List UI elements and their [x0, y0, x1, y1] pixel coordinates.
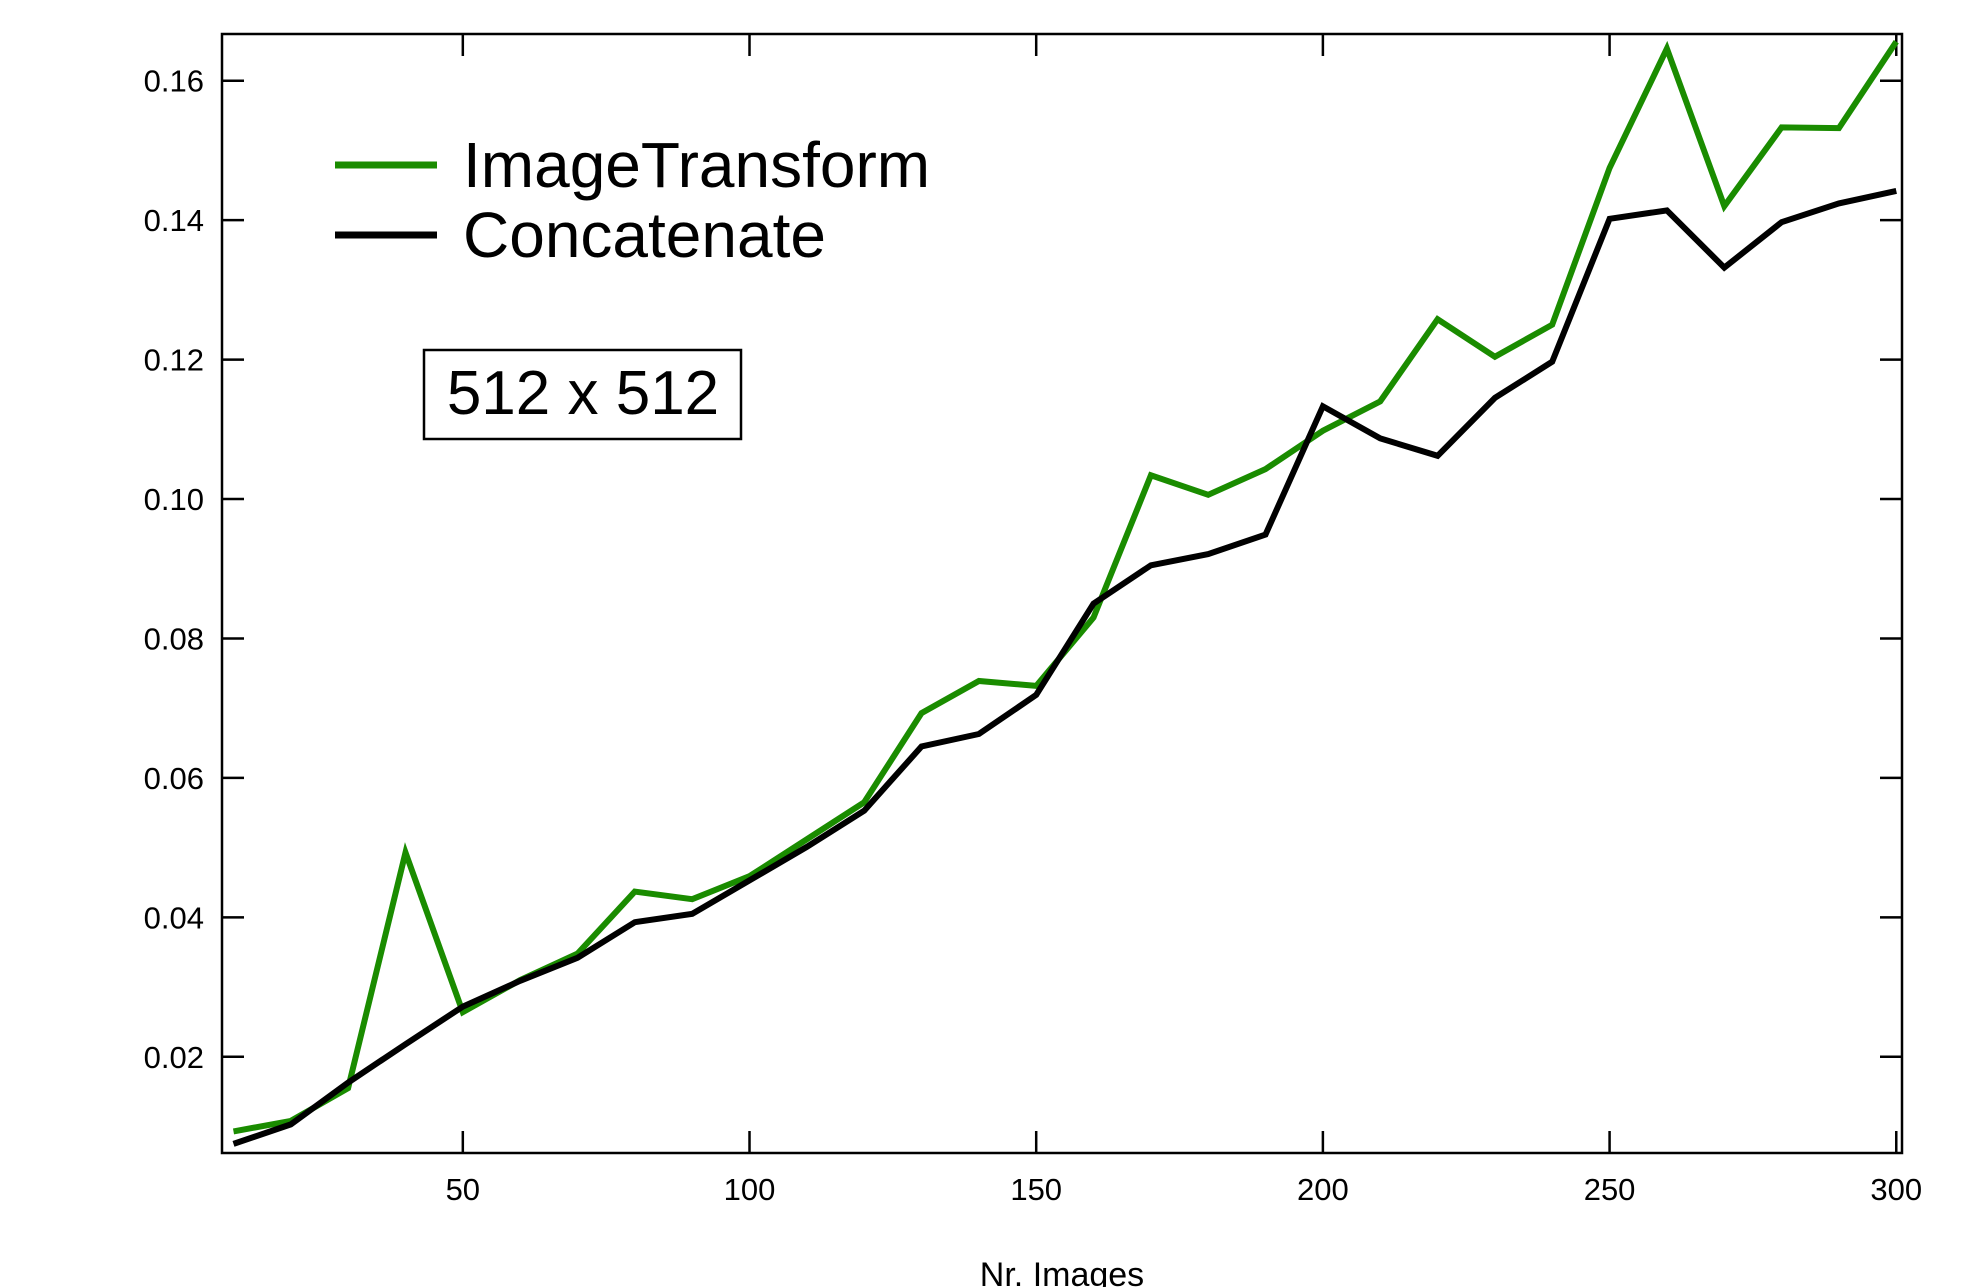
annotation-box	[422, 348, 743, 441]
y-tick-labels: 0.02 0.04 0.06 0.08 0.10 0.12 0.14 0.16	[144, 64, 204, 1075]
legend-label: ImageTransform	[463, 129, 930, 201]
x-axis-title: Nr. Images	[980, 1256, 1144, 1287]
size-annotation: 512 x 512	[422, 348, 743, 441]
plot-frame	[220, 32, 1904, 1155]
series-line-concatenate	[232, 187, 1897, 1147]
x-tick-label: 250	[1584, 1172, 1636, 1207]
x-tick-label: 150	[1010, 1172, 1062, 1207]
y-tick-label: 0.04	[144, 900, 204, 935]
y-tick-label: 0.12	[144, 343, 204, 378]
axis-ticks	[222, 34, 1902, 1153]
annotation-text: 512 x 512	[447, 359, 719, 428]
x-tick-label: 50	[446, 1172, 480, 1207]
y-tick-label: 0.14	[144, 203, 204, 238]
series-lines	[232, 40, 1899, 1147]
x-tick-labels: 50 100 150 200 250 300	[446, 1172, 1923, 1207]
legend-label: Concatenate	[463, 199, 826, 271]
y-tick-label: 0.16	[144, 64, 204, 99]
y-tick-label: 0.06	[144, 761, 204, 796]
y-tick-label: 0.02	[144, 1040, 204, 1075]
x-tick-label: 300	[1870, 1172, 1922, 1207]
x-tick-label: 100	[724, 1172, 776, 1207]
y-tick-label: 0.10	[144, 482, 204, 517]
y-tick-label: 0.08	[144, 621, 204, 656]
x-tick-label: 200	[1297, 1172, 1349, 1207]
